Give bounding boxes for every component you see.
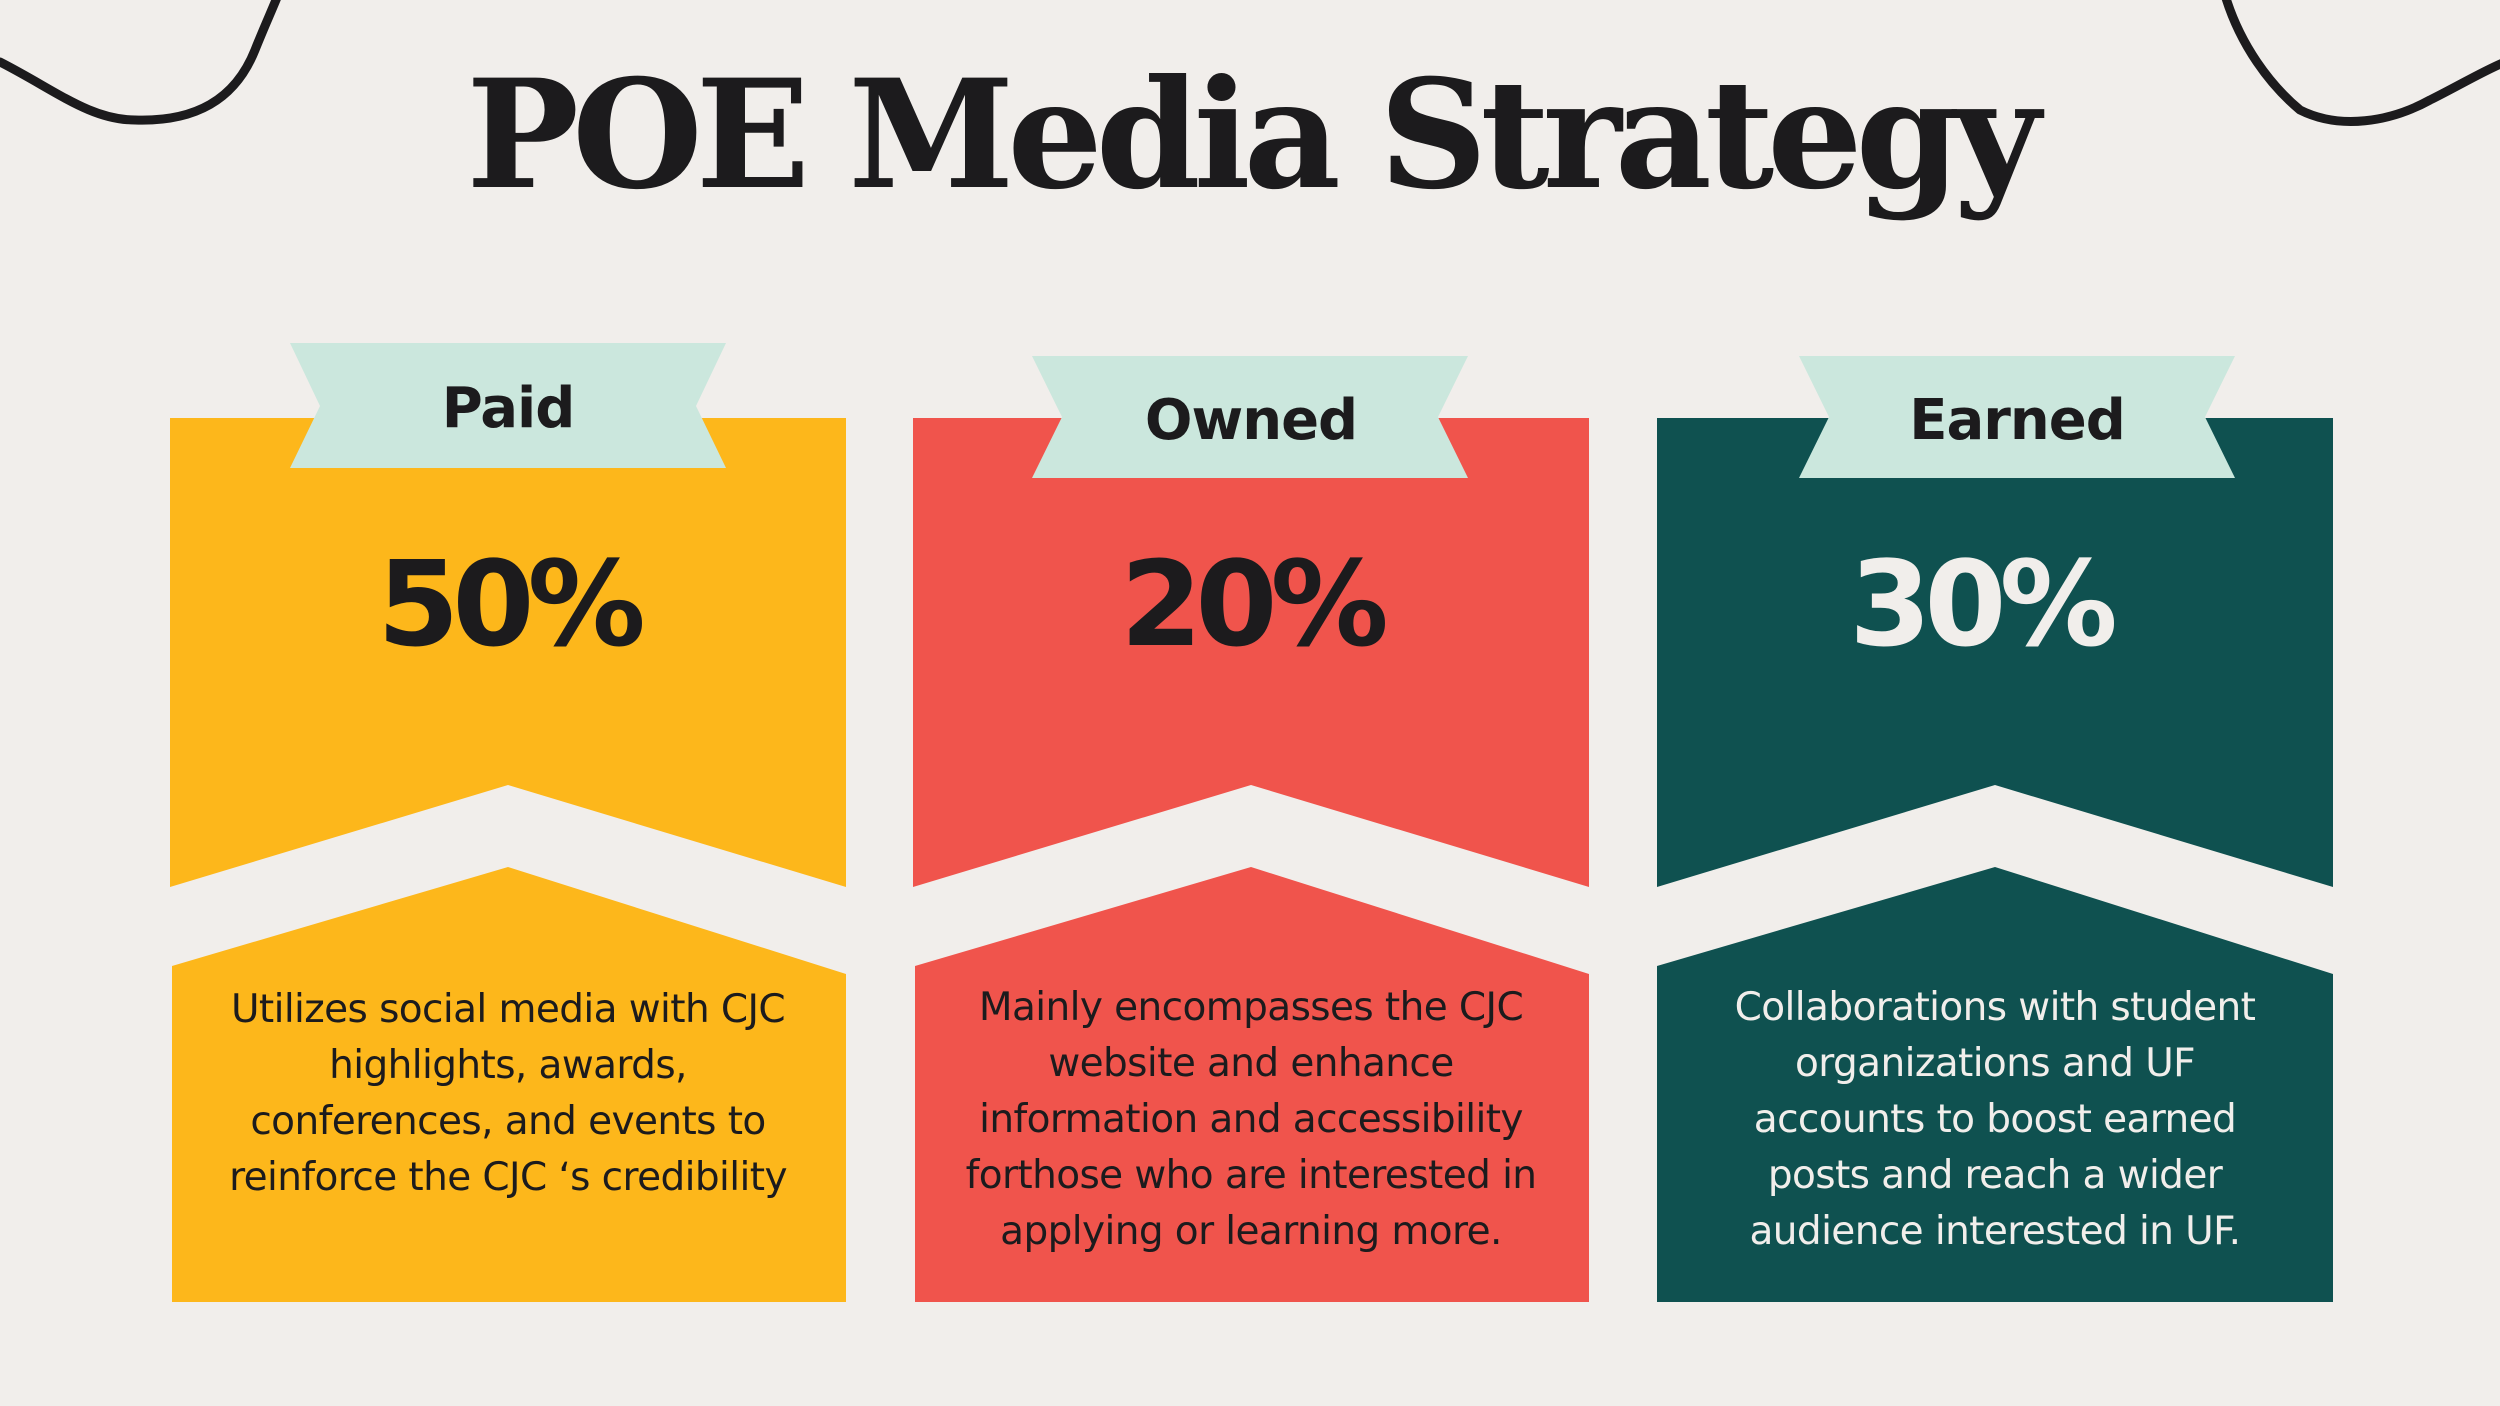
owned-card-bottom-panel <box>915 867 1589 1302</box>
earned-label: Earned <box>1909 388 2126 453</box>
owned-label: Owned <box>1144 388 1358 453</box>
owned-card: Owned 20% Mainly encompasses the CJC web… <box>913 340 1589 1304</box>
earned-ribbon <box>1799 356 2235 478</box>
earned-card-top-panel <box>1657 418 2333 887</box>
owned-card-top-panel <box>913 418 1589 887</box>
paid-card: Paid 50% Utilizes social media with CJC … <box>170 340 846 1304</box>
earned-card: Earned 30% Collaborations with student o… <box>1657 340 2333 1304</box>
paid-description: Utilizes social media with CJC highlight… <box>229 987 787 1200</box>
earned-description: Collaborations with student organization… <box>1734 985 2256 1254</box>
owned-card-shape <box>913 356 1589 1302</box>
owned-ribbon <box>1032 356 1468 478</box>
earned-percent: 30% <box>1849 535 2117 673</box>
paid-card-top-panel <box>170 418 846 887</box>
paid-card-bottom-panel <box>172 867 846 1302</box>
owned-percent: 20% <box>1120 535 1388 673</box>
owned-description: Mainly encompasses the CJC website and e… <box>965 985 1537 1254</box>
paid-ribbon <box>290 343 726 468</box>
paid-card-shape <box>170 343 846 1302</box>
page-title: POE Media Strategy <box>466 47 2040 223</box>
paid-label: Paid <box>441 376 576 441</box>
earned-card-shape <box>1657 356 2333 1302</box>
paid-percent: 50% <box>377 535 645 673</box>
earned-card-bottom-panel <box>1657 867 2333 1302</box>
